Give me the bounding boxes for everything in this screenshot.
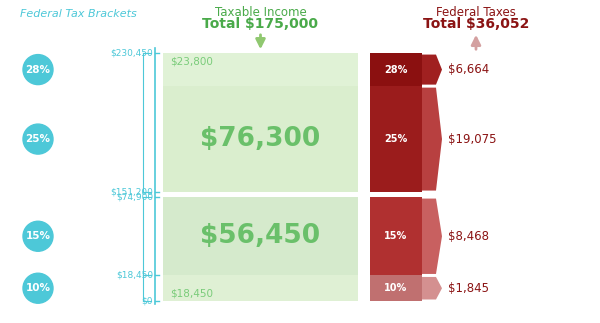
Polygon shape <box>422 55 442 85</box>
Text: $56,450: $56,450 <box>200 223 320 249</box>
Text: $230,450: $230,450 <box>110 48 153 57</box>
Text: Total $36,052: Total $36,052 <box>423 17 529 31</box>
Bar <box>370 197 422 276</box>
Bar <box>163 197 358 276</box>
Text: 15%: 15% <box>385 231 407 241</box>
Text: 25%: 25% <box>385 134 407 144</box>
Text: Federal Tax Brackets: Federal Tax Brackets <box>20 9 136 19</box>
Polygon shape <box>422 88 442 191</box>
Bar <box>370 53 422 86</box>
Text: 10%: 10% <box>25 283 50 293</box>
Polygon shape <box>422 199 442 274</box>
Text: $151,200: $151,200 <box>110 188 153 197</box>
Text: $18,450: $18,450 <box>170 289 213 299</box>
Text: 25%: 25% <box>25 134 50 144</box>
Text: Total $175,000: Total $175,000 <box>203 17 319 31</box>
Circle shape <box>23 124 53 154</box>
Text: 15%: 15% <box>25 231 50 241</box>
Text: $6,664: $6,664 <box>448 63 489 76</box>
Bar <box>163 276 358 301</box>
Bar <box>163 53 358 86</box>
Circle shape <box>23 273 53 303</box>
Text: 28%: 28% <box>25 65 50 75</box>
Text: $76,300: $76,300 <box>200 126 320 152</box>
Circle shape <box>23 221 53 251</box>
Text: $0: $0 <box>142 297 153 306</box>
Text: $1,845: $1,845 <box>448 282 489 295</box>
Bar <box>370 86 422 192</box>
Text: Taxable Income: Taxable Income <box>215 5 307 18</box>
Text: $18,450: $18,450 <box>116 271 153 280</box>
Text: $19,075: $19,075 <box>448 133 497 146</box>
Text: $8,468: $8,468 <box>448 230 489 243</box>
Bar <box>163 86 358 192</box>
Polygon shape <box>422 277 442 299</box>
Text: 28%: 28% <box>385 65 407 75</box>
Text: 10%: 10% <box>385 283 407 293</box>
Text: $23,800: $23,800 <box>170 56 213 66</box>
Circle shape <box>23 55 53 85</box>
Text: $74,900: $74,900 <box>116 193 153 202</box>
Bar <box>370 276 422 301</box>
Text: Federal Taxes: Federal Taxes <box>436 5 516 18</box>
